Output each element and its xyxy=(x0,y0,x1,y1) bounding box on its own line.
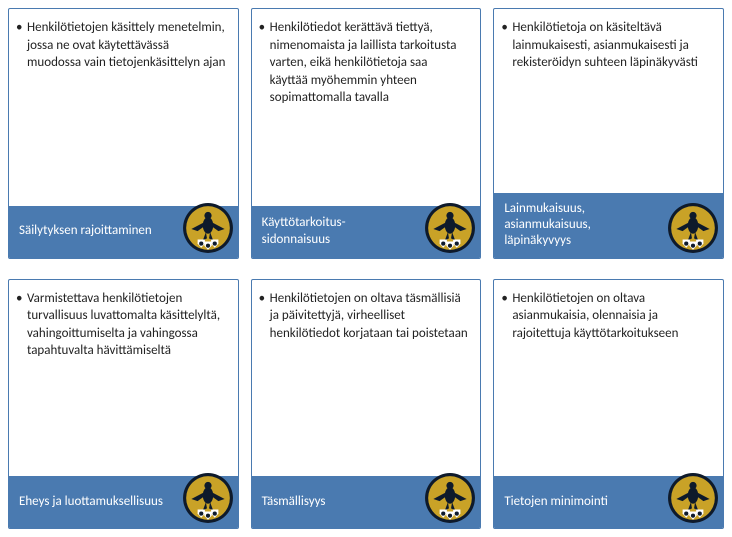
card-tasmallisyy: Henkilötietojen on oltava täsmällisiä ja… xyxy=(251,279,482,530)
eagle-crest-icon xyxy=(667,472,719,524)
card-body: Henkilötietoja on käsiteltävä lainmukais… xyxy=(494,9,723,193)
card-body: Henkilötiedot kerättävä tiettyä, nimenom… xyxy=(252,9,481,206)
card-lainmukaisuus: Henkilötietoja on käsiteltävä lainmukais… xyxy=(493,8,724,259)
card-sailytyksen-rajoittaminen: Henkilötietojen käsittely menetelmin, jo… xyxy=(8,8,239,259)
eagle-crest-icon xyxy=(667,202,719,254)
eagle-crest-icon xyxy=(182,202,234,254)
eagle-crest-icon xyxy=(424,472,476,524)
card-body: Henkilötietojen käsittely menetelmin, jo… xyxy=(9,9,238,206)
card-body: Henkilötietojen on oltava asianmukaisia,… xyxy=(494,280,723,477)
card-body: Varmistettava henkilötietojen turvallisu… xyxy=(9,280,238,477)
card-eheys-luottamuksellisuus: Varmistettava henkilötietojen turvallisu… xyxy=(8,279,239,530)
card-tietojen-minimointi: Henkilötietojen on oltava asianmukaisia,… xyxy=(493,279,724,530)
eagle-crest-icon xyxy=(182,472,234,524)
card-kayttotarkoitussidonnaisuus: Henkilötiedot kerättävä tiettyä, nimenom… xyxy=(251,8,482,259)
card-grid: Henkilötietojen käsittely menetelmin, jo… xyxy=(8,8,724,529)
card-body: Henkilötietojen on oltava täsmällisiä ja… xyxy=(252,280,481,477)
eagle-crest-icon xyxy=(424,202,476,254)
